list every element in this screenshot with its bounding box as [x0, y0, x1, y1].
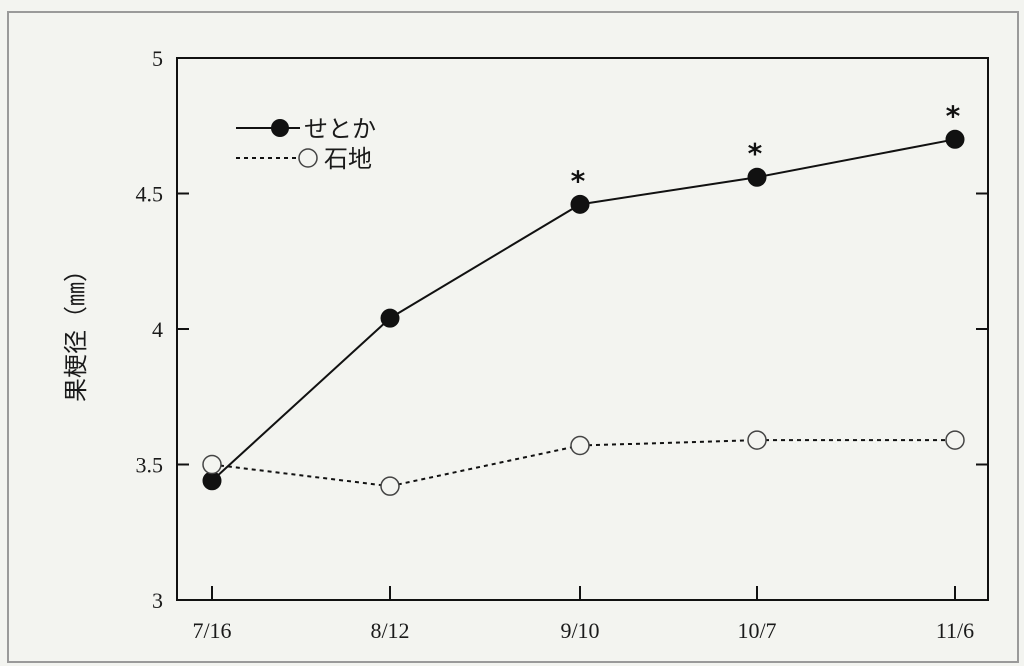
data-point-filled [945, 129, 965, 149]
data-point-open [570, 435, 590, 456]
legend-marker-open [298, 148, 318, 168]
series-segment-0 [579, 176, 758, 206]
series-layer: * * * [202, 99, 965, 496]
legend-marker-filled [271, 119, 289, 137]
y-tick-label: 4 [152, 317, 163, 342]
legend-label: 石地 [324, 145, 372, 173]
y-axis: 3 3.5 4 4.5 5 [136, 46, 988, 613]
figure-border [7, 11, 1019, 663]
x-tick-label: 10/7 [737, 618, 776, 643]
data-point-open [747, 430, 767, 450]
data-point-filled [747, 167, 767, 187]
series-segment-1 [579, 439, 758, 447]
y-tick-label: 4.5 [136, 182, 164, 207]
series-segment-1 [211, 463, 391, 488]
significance-mark: * [946, 99, 961, 132]
plot-area [176, 57, 989, 601]
series-segment-0 [211, 317, 391, 482]
x-tick-label: 7/16 [192, 618, 231, 643]
legend-label: せとか [304, 115, 376, 143]
y-tick-label: 3 [152, 588, 163, 613]
series-segment-1 [389, 444, 581, 488]
x-axis: 7/16 8/12 9/10 10/7 11/6 [192, 586, 974, 643]
data-point-open [380, 476, 400, 496]
y-tick-label: 3.5 [136, 453, 164, 478]
significance-mark: * [748, 137, 763, 170]
series-segment-0 [756, 138, 956, 179]
data-point-filled [202, 471, 222, 491]
series-segment-0 [389, 203, 581, 320]
x-tick-label: 9/10 [560, 618, 599, 643]
x-tick-label: 11/6 [936, 618, 974, 643]
y-axis-title: 果梗径（㎜） [62, 258, 90, 402]
data-point-open [202, 454, 222, 475]
x-tick-label: 8/12 [370, 618, 409, 643]
significance-mark: * [571, 164, 586, 197]
data-point-open [945, 430, 965, 450]
y-tick-label: 5 [152, 46, 163, 71]
data-point-filled [380, 308, 400, 328]
data-point-filled [570, 194, 590, 214]
